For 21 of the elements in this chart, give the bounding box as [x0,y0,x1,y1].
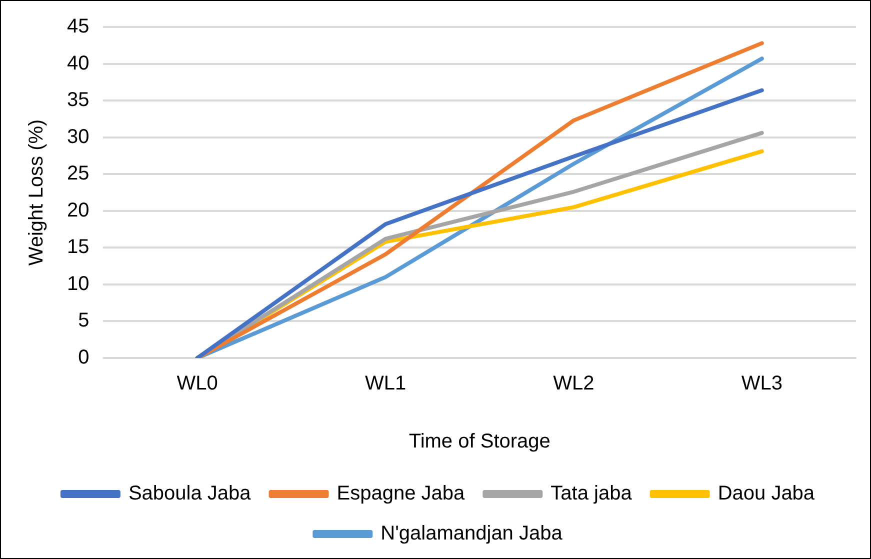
y-tick-label: 30 [66,126,90,148]
legend-label: Saboula Jaba [128,482,252,505]
y-tick-label: 5 [78,310,90,332]
y-tick-label: 10 [66,272,90,295]
y-tick-label: 20 [66,199,90,222]
x-axis-title: Time of Storage [408,430,550,453]
y-tick-label: 0 [78,346,90,369]
legend-label: Daou Jaba [718,482,816,505]
y-tick-label: 25 [66,162,90,185]
x-tick-label: WL3 [741,372,782,395]
y-tick-label: 40 [66,52,90,74]
legend-label: N'galamandjan Jaba [380,522,564,545]
y-tick-label: 15 [66,236,90,258]
y-tick-label: 45 [66,16,90,38]
x-tick-label: WL0 [176,372,218,395]
y-tick-label: 35 [66,89,90,112]
y-axis-title: Weight Loss (%) [26,119,48,266]
x-tick-label: WL1 [364,372,406,395]
legend-label: Espagne Jaba [336,482,466,505]
legend-label: Tata jaba [550,482,633,505]
x-tick-label: WL2 [553,372,594,395]
